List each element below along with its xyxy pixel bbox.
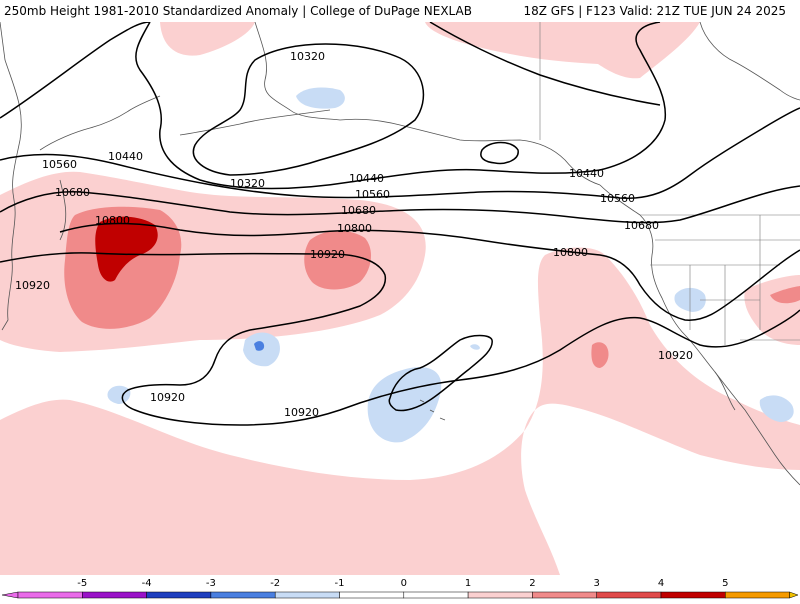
contour-label: 10800 xyxy=(95,214,130,227)
contour-label: 10680 xyxy=(341,204,376,217)
political-borders xyxy=(539,22,800,345)
colorbar-tick-label: 3 xyxy=(594,578,600,589)
anomaly-map: 10320 10440 10320 10560 10440 10440 1068… xyxy=(0,22,800,575)
contour-label: 10440 xyxy=(108,150,143,163)
colorbar-swatch xyxy=(725,591,790,599)
colorbar-left-arrow xyxy=(1,591,19,599)
model-run-info: 18Z GFS | F123 Valid: 21Z TUE JUN 24 202… xyxy=(523,4,786,18)
colorbar-swatch xyxy=(467,591,533,599)
colorbar-swatch xyxy=(274,591,340,599)
contour-label: 10800 xyxy=(337,222,372,235)
colorbar-swatch xyxy=(532,591,597,599)
map-header: 250mb Height 1981-2010 Standardized Anom… xyxy=(0,0,800,22)
contour-label: 10560 xyxy=(355,188,390,201)
contour-label: 10320 xyxy=(290,50,325,63)
colorbar-tick-label: 0 xyxy=(401,578,407,589)
positive-anomaly-strong-fill xyxy=(95,216,158,282)
colorbar-swatch xyxy=(339,591,405,599)
negative-anomaly-medium-fill xyxy=(254,341,265,351)
contour-label: 10680 xyxy=(55,186,90,199)
contour-label: 10440 xyxy=(569,167,604,180)
colorbar-swatches xyxy=(1,591,799,599)
contour-label: 10920 xyxy=(310,248,345,261)
coastlines xyxy=(0,22,800,486)
colorbar-swatch xyxy=(403,591,469,599)
map-title: 250mb Height 1981-2010 Standardized Anom… xyxy=(4,4,472,18)
colorbar-tick-label: -1 xyxy=(335,578,345,589)
colorbar-tick-label: 4 xyxy=(658,578,664,589)
colorbar-legend: -5 -4 -3 -2 -1 0 1 2 3 4 5 xyxy=(0,575,800,600)
contour-label: 10320 xyxy=(230,177,265,190)
colorbar-tick-label: 5 xyxy=(722,578,728,589)
colorbar-swatch xyxy=(210,591,276,599)
colorbar-tick-label: 1 xyxy=(465,578,471,589)
colorbar-tick-label: -2 xyxy=(270,578,280,589)
colorbar-swatch xyxy=(660,591,726,599)
colorbar-swatch xyxy=(82,591,147,599)
colorbar-tick-label: -3 xyxy=(206,578,216,589)
colorbar-right-arrow xyxy=(789,591,799,599)
colorbar-tick-label: -5 xyxy=(77,578,87,589)
colorbar-swatch xyxy=(17,591,83,599)
contour-label: 10680 xyxy=(624,219,659,232)
contour-label: 10920 xyxy=(658,349,693,362)
colorbar-swatch xyxy=(596,591,662,599)
height-contours xyxy=(0,22,800,426)
contour-label: 10800 xyxy=(553,246,588,259)
contour-label: 10920 xyxy=(15,279,50,292)
colorbar-tick-labels: -5 -4 -3 -2 -1 0 1 2 3 4 5 xyxy=(77,578,728,589)
contour-label: 10920 xyxy=(150,391,185,404)
colorbar-tick-label: 2 xyxy=(529,578,535,589)
contour-labels: 10320 10440 10320 10560 10440 10440 1068… xyxy=(15,50,693,419)
contour-label: 10920 xyxy=(284,406,319,419)
contour-label: 10560 xyxy=(600,192,635,205)
colorbar-swatch xyxy=(146,591,212,599)
contour-label: 10560 xyxy=(42,158,77,171)
contour-label: 10440 xyxy=(349,172,384,185)
colorbar-tick-label: -4 xyxy=(142,578,152,589)
